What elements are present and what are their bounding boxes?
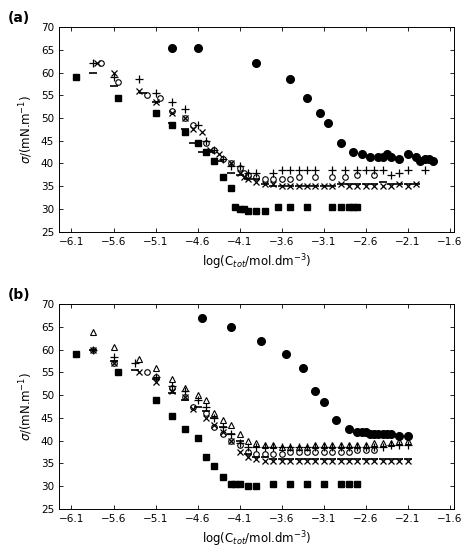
Y-axis label: $\sigma$/(mN.m$^{-1}$): $\sigma$/(mN.m$^{-1}$): [18, 372, 35, 441]
Text: (b): (b): [8, 288, 30, 302]
X-axis label: log(C$_{tot}$/mol.dm$^{-3}$): log(C$_{tot}$/mol.dm$^{-3}$): [202, 252, 311, 272]
Y-axis label: $\sigma$/(mN.m$^{-1}$): $\sigma$/(mN.m$^{-1}$): [18, 95, 35, 164]
Text: (a): (a): [8, 11, 30, 25]
X-axis label: log(C$_{tot}$/mol.dm$^{-3}$): log(C$_{tot}$/mol.dm$^{-3}$): [202, 529, 311, 549]
